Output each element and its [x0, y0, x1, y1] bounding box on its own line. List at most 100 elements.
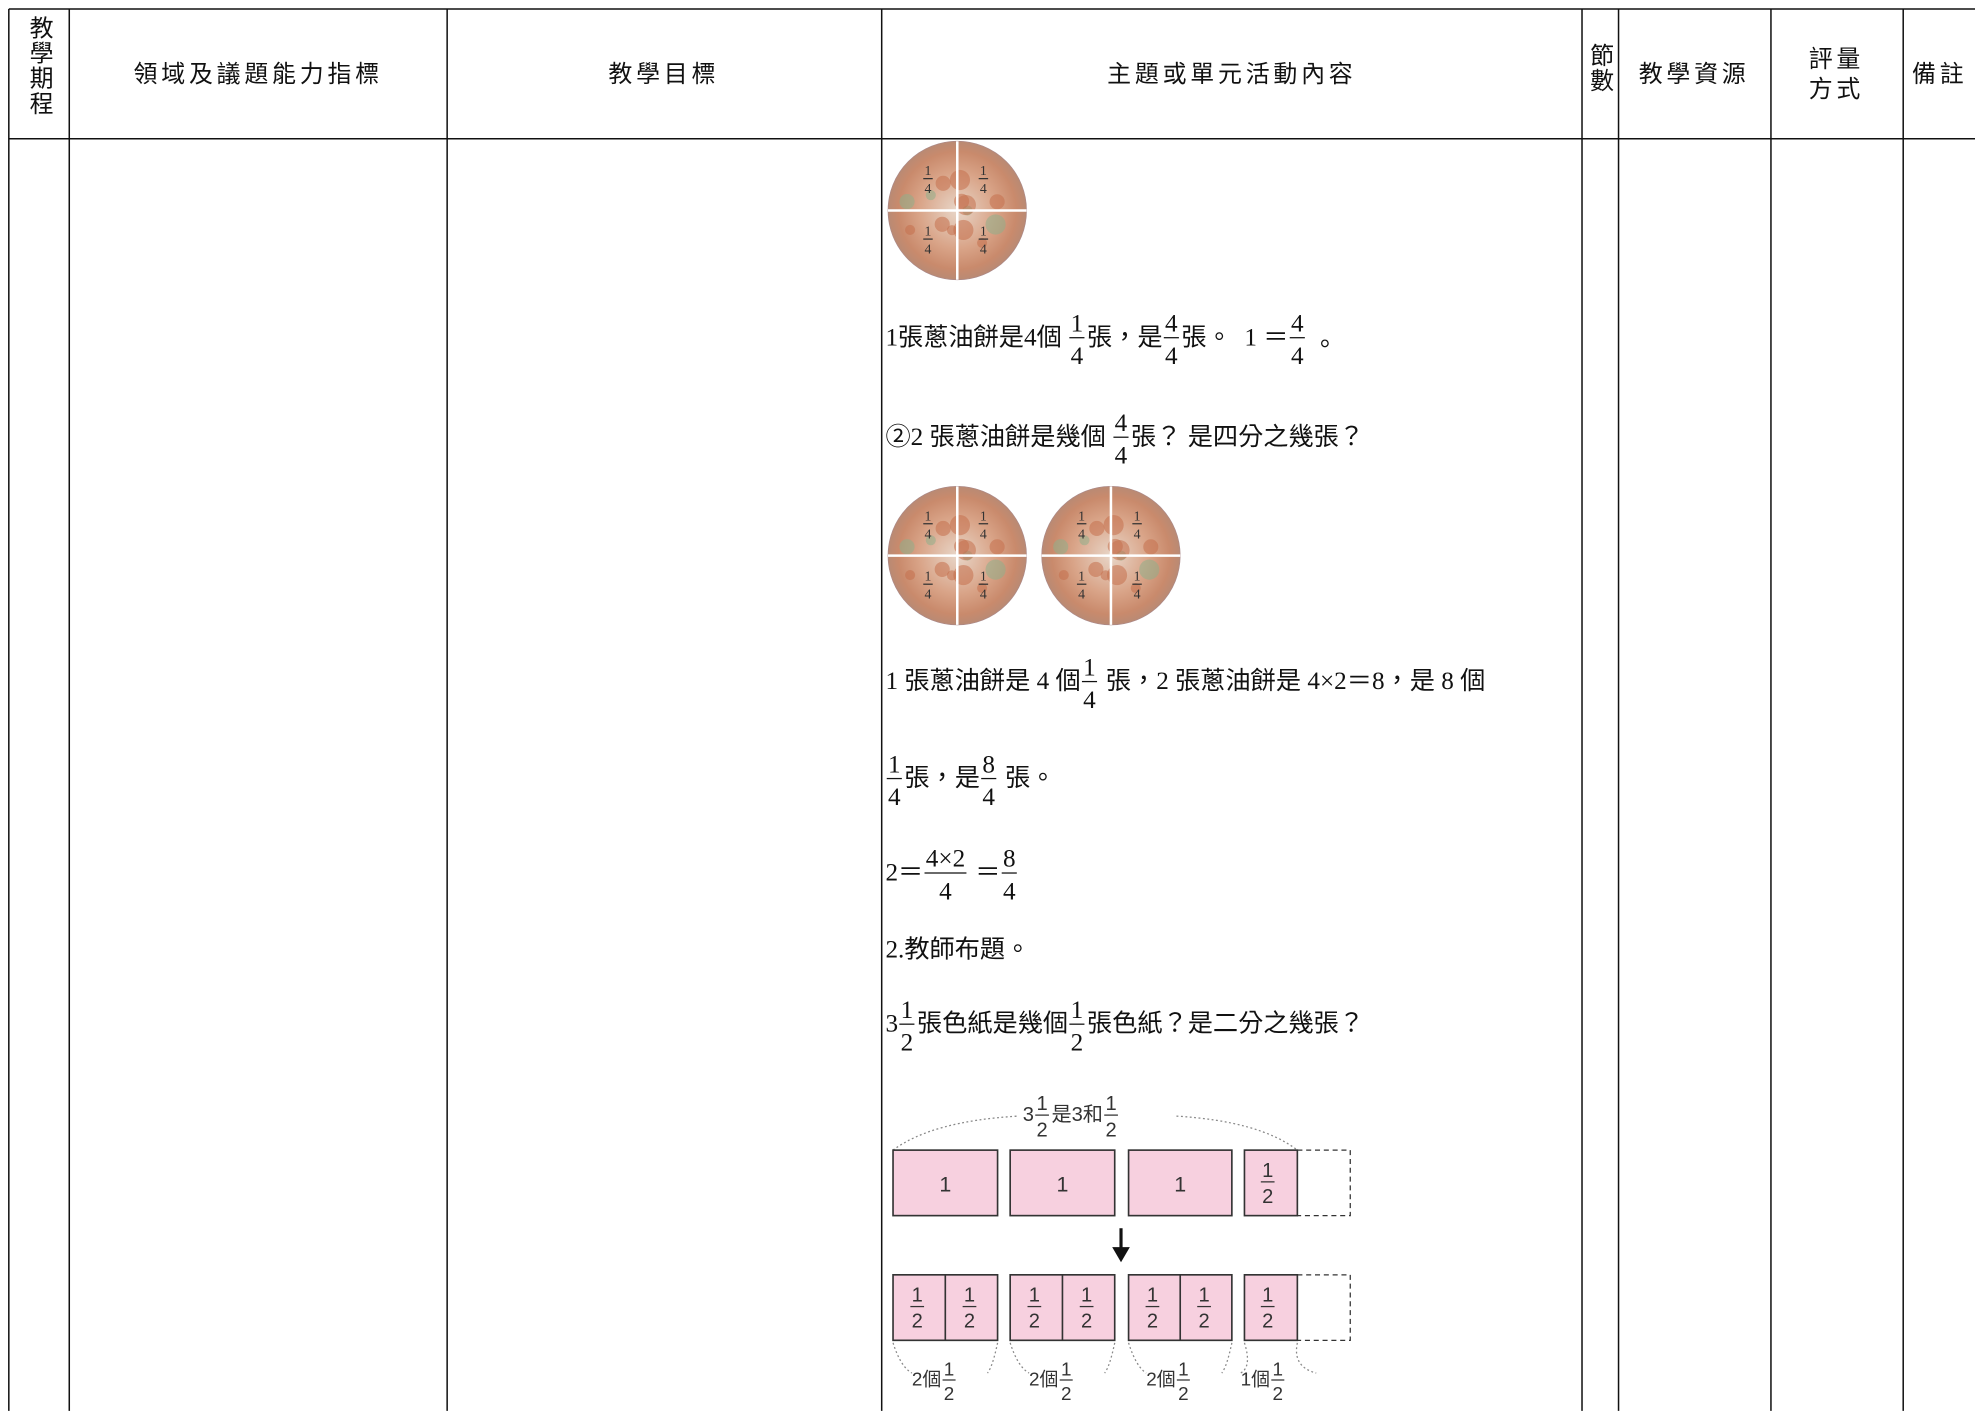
fraction-denominator: 4 [982, 784, 995, 811]
fraction-denominator: 2 [912, 1311, 923, 1333]
fraction-numerator: 8 [1003, 846, 1016, 873]
fraction-numerator: 1 [912, 1285, 923, 1307]
pizza-topping [934, 216, 950, 232]
text-run: 張色紙是幾個 [917, 1010, 1068, 1038]
fraction-numerator: 1 [980, 163, 987, 178]
text-run: 張，2 張蔥油餅是 4×2＝8，是 8 個 [1100, 667, 1486, 695]
pizza-topping [1089, 520, 1105, 537]
fraction-numerator: 1 [964, 1285, 975, 1307]
fraction-numerator: 1 [1147, 1285, 1158, 1307]
pizza-topping [935, 175, 951, 191]
fraction-denominator: 2 [1061, 1384, 1072, 1405]
fraction-numerator: 1 [1071, 997, 1084, 1024]
fraction-numerator: 1 [1071, 310, 1084, 337]
fraction-numerator: 1 [925, 224, 932, 239]
pizza-topping [925, 535, 936, 546]
header-cell: 評量 [1809, 45, 1864, 73]
fraction-numerator: 4 [1115, 410, 1128, 437]
text-run: 1 張蔥油餅是 4 個 [885, 667, 1080, 695]
header-cell: 節數 [1586, 43, 1614, 93]
fraction-denominator: 2 [1036, 1119, 1047, 1141]
header-cell: 領域及議題能力指標 [134, 60, 383, 88]
header-cell: 備註 [1912, 60, 1967, 88]
fraction-denominator: 2 [944, 1384, 955, 1405]
text-run: 張，是 [1087, 324, 1163, 351]
fraction-numerator: 1 [944, 1359, 955, 1380]
fraction-denominator: 4 [980, 526, 987, 541]
text-run: 2個 [1029, 1369, 1058, 1391]
fraction-denominator: 4 [1083, 687, 1096, 714]
fraction-denominator: 2 [1178, 1384, 1188, 1405]
text-run: 張？ 是四分之幾張？ [1131, 423, 1364, 451]
fraction-denominator: 4 [1165, 343, 1178, 370]
fraction-denominator: 2 [1262, 1311, 1273, 1333]
fraction-denominator: 4 [925, 587, 932, 602]
fraction-numerator: 1 [980, 569, 987, 584]
text-run: 。 [1307, 324, 1345, 351]
pizza-topping [934, 561, 950, 577]
empty-half [1297, 1149, 1351, 1217]
fraction-denominator: 4 [980, 181, 987, 196]
fraction-denominator: 2 [1147, 1311, 1158, 1333]
fraction-denominator: 4 [1115, 443, 1128, 470]
pizza-topping [949, 169, 971, 191]
fraction-denominator: 2 [1273, 1384, 1284, 1405]
fraction-denominator: 2 [1262, 1186, 1273, 1208]
pizza-topping [899, 194, 915, 210]
pizza-topping [985, 214, 1006, 235]
fraction-numerator: 1 [1134, 508, 1141, 523]
fraction-denominator: 2 [1071, 1030, 1084, 1057]
fraction-denominator: 4 [888, 784, 901, 811]
fraction-numerator: 4×2 [926, 846, 965, 873]
fraction-numerator: 1 [1273, 1359, 1284, 1380]
fraction-numerator: 1 [1178, 1359, 1188, 1380]
pizza-topping [977, 237, 988, 248]
text-run: 2個 [912, 1369, 941, 1391]
text-run: 張色紙？是二分之幾張？ [1087, 1010, 1364, 1038]
text-run: 2個 [1146, 1369, 1175, 1391]
fraction-numerator: 1 [1198, 1285, 1209, 1307]
text-run: 張。 [999, 765, 1056, 792]
text-run: 1張蔥油餅是4個 [885, 323, 1068, 351]
fraction-numerator: 1 [1105, 1093, 1116, 1115]
pizza-topping [977, 582, 988, 594]
fraction-numerator: 8 [982, 751, 995, 778]
fraction-numerator: 4 [1165, 310, 1178, 337]
fraction-denominator: 4 [1134, 587, 1141, 602]
arrow-head [1112, 1247, 1130, 1263]
fraction-numerator: 1 [1036, 1093, 1047, 1115]
fraction-numerator: 1 [1262, 1160, 1273, 1182]
fraction-numerator: 1 [925, 508, 932, 523]
fraction-denominator: 2 [964, 1311, 975, 1333]
fraction-numerator: 1 [1029, 1285, 1040, 1307]
pizza-topping [989, 539, 1005, 555]
fraction-numerator: 1 [980, 224, 987, 239]
fraction-denominator: 2 [901, 1030, 914, 1057]
pizza-topping [1130, 582, 1141, 594]
text-run: 2.教師布題。 [885, 935, 1030, 963]
whole-box [1127, 1149, 1233, 1217]
fraction-denominator: 4 [980, 587, 987, 602]
pizza-topping [1058, 570, 1069, 581]
fraction-numerator: 1 [901, 997, 914, 1024]
header-cell: 教學期程 [25, 15, 53, 116]
text-run: 1個 [1241, 1369, 1270, 1391]
text-run: 2＝ [885, 860, 923, 887]
pizza-topping [1139, 559, 1160, 580]
fraction-numerator: 1 [1083, 654, 1096, 681]
fraction-denominator: 4 [1134, 526, 1141, 541]
fraction-numerator: 1 [1078, 508, 1085, 523]
fraction-numerator: 1 [925, 163, 932, 178]
fraction-denominator: 4 [1078, 526, 1085, 541]
whole-label: 1 [1174, 1173, 1186, 1197]
pizza-topping [899, 539, 915, 555]
pizza-topping [935, 520, 951, 537]
empty-half [1297, 1274, 1351, 1341]
pizza-topping [1143, 539, 1159, 555]
fraction-denominator: 2 [1198, 1311, 1209, 1333]
whole-label: 1 [1056, 1173, 1068, 1197]
text-run: ②2 張蔥油餅是幾個 [885, 423, 1112, 451]
fraction-numerator: 1 [980, 508, 987, 523]
pizza-topping [1103, 515, 1124, 536]
